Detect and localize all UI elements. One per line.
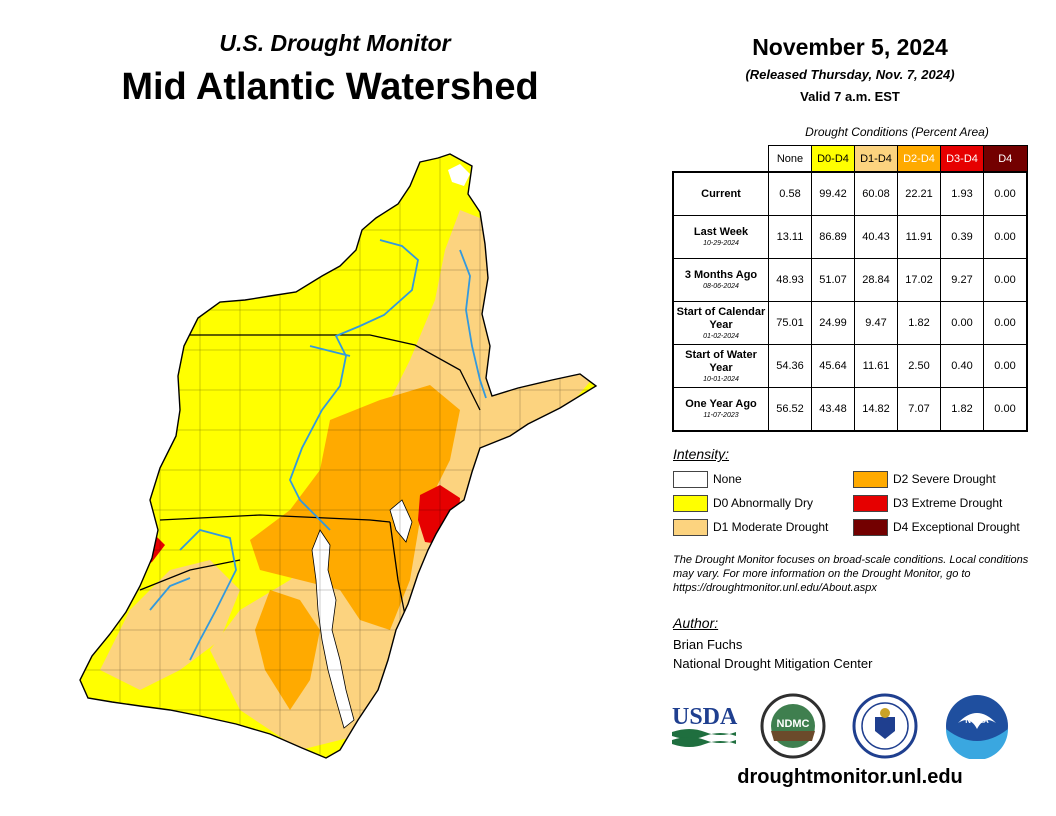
- table-corner: [673, 146, 769, 173]
- table-cell: 9.47: [854, 301, 898, 345]
- legend-item-d2: D2 Severe Drought: [853, 470, 996, 488]
- table-cell: 0.40: [940, 344, 984, 388]
- row-label: One Year Ago 11-07-2023: [672, 387, 769, 432]
- legend-swatch: [853, 494, 888, 512]
- website-link[interactable]: droughtmonitor.unl.edu: [737, 766, 963, 788]
- table-cell: 0.00: [940, 301, 984, 345]
- table-cell: 1.82: [897, 301, 941, 345]
- table-cell: 0.39: [940, 215, 984, 259]
- table-cell: 11.91: [897, 215, 941, 259]
- legend-item-d4: D4 Exceptional Drought: [853, 518, 1020, 536]
- legend-item-d3: D3 Extreme Drought: [853, 494, 1002, 512]
- usda-logo: USDA: [672, 704, 738, 747]
- table-cell: 0.00: [983, 301, 1028, 345]
- row-date: 08-06-2024: [703, 283, 739, 290]
- table-cell: 22.21: [897, 171, 941, 216]
- table-cell: 11.61: [854, 344, 898, 388]
- legend-swatch: [853, 470, 888, 488]
- table-cell: 0.00: [983, 171, 1028, 216]
- table-cell: 0.58: [768, 171, 812, 216]
- table-cell: 14.82: [854, 387, 898, 432]
- map-title: Mid Atlantic Watershed: [121, 66, 539, 108]
- table-cell: 51.07: [811, 258, 855, 302]
- row-label: 3 Months Ago 08-06-2024: [672, 258, 769, 302]
- column-header: D1-D4: [854, 145, 898, 173]
- table-cell: 13.11: [768, 215, 812, 259]
- legend-swatch: [673, 494, 708, 512]
- author-name: Brian Fuchs: [673, 637, 743, 652]
- table-cell: 43.48: [811, 387, 855, 432]
- legend-item-d1: D1 Moderate Drought: [673, 518, 828, 536]
- valid-time: Valid 7 a.m. EST: [800, 89, 900, 104]
- table-cell: 60.08: [854, 171, 898, 216]
- table-cell: 75.01: [768, 301, 812, 345]
- table-row: Last Week 10-29-2024 13.11 86.89 40.43 11…: [672, 215, 1028, 259]
- drought-map: [79, 153, 598, 759]
- author-heading: Author:: [673, 615, 719, 631]
- column-header: None: [768, 145, 812, 173]
- table-cell: 0.00: [983, 215, 1028, 259]
- table-cell: 9.27: [940, 258, 984, 302]
- table-row: Current 0.58 99.42 60.08 22.21 1.93 0.00: [672, 171, 1028, 216]
- legend-item-d0: D0 Abnormally Dry: [673, 494, 813, 512]
- legend-item-none: None: [673, 470, 742, 488]
- table-cell: 24.99: [811, 301, 855, 345]
- row-date: 10-01-2024: [703, 375, 739, 383]
- conditions-caption: Drought Conditions (Percent Area): [805, 125, 989, 139]
- map-date: November 5, 2024: [752, 34, 948, 60]
- release-date: (Released Thursday, Nov. 7, 2024): [745, 67, 955, 82]
- legend-swatch: [673, 470, 708, 488]
- table-row: Start of Calendar Year 01-02-2024 75.01 2…: [672, 301, 1028, 345]
- noaa-logo-text: NOAA: [965, 716, 989, 725]
- row-label: Start of Calendar Year 01-02-2024: [672, 301, 769, 345]
- legend-swatch: [853, 518, 888, 536]
- column-header: D4: [983, 145, 1028, 173]
- table-cell: 56.52: [768, 387, 812, 432]
- column-header: D0-D4: [811, 145, 855, 173]
- table-cell: 7.07: [897, 387, 941, 432]
- intensity-heading: Intensity:: [673, 446, 730, 462]
- drought-conditions-table: None D0-D4 D1-D4 D2-D4 D3-D4 D4 Current …: [672, 145, 1028, 432]
- ndmc-logo: NDMC: [760, 693, 826, 759]
- table-cell: 1.93: [940, 171, 984, 216]
- column-header: D2-D4: [897, 145, 941, 173]
- table-cell: 2.50: [897, 344, 941, 388]
- table-row: Start of Water Year 10-01-2024 54.36 45.6…: [672, 344, 1028, 388]
- author-organization: National Drought Mitigation Center: [673, 656, 873, 671]
- commerce-seal-logo: [852, 693, 918, 759]
- table-row: One Year Ago 11-07-2023 56.52 43.48 14.82…: [672, 387, 1028, 432]
- table-cell: 99.42: [811, 171, 855, 216]
- row-label: Start of Water Year 10-01-2024: [672, 344, 769, 388]
- table-cell: 17.02: [897, 258, 941, 302]
- row-date: 11-07-2023: [703, 412, 739, 419]
- table-cell: 0.00: [983, 258, 1028, 302]
- row-date: 10-29-2024: [703, 240, 739, 247]
- table-cell: 0.00: [983, 387, 1028, 432]
- noaa-logo: NOAA: [946, 695, 1008, 759]
- table-cell: 1.82: [940, 387, 984, 432]
- ndmc-logo-text: NDMC: [777, 718, 810, 730]
- legend-swatch: [673, 518, 708, 536]
- table-cell: 45.64: [811, 344, 855, 388]
- row-label: Last Week 10-29-2024: [672, 215, 769, 259]
- table-cell: 28.84: [854, 258, 898, 302]
- table-cell: 48.93: [768, 258, 812, 302]
- table-cell: 40.43: [854, 215, 898, 259]
- table-cell: 54.36: [768, 344, 812, 388]
- row-date: 01-02-2024: [703, 332, 739, 340]
- table-cell: 86.89: [811, 215, 855, 259]
- map-subtitle: U.S. Drought Monitor: [219, 30, 451, 56]
- table-cell: 0.00: [983, 344, 1028, 388]
- table-row: 3 Months Ago 08-06-2024 48.93 51.07 28.84…: [672, 258, 1028, 302]
- row-label: Current: [672, 171, 769, 216]
- column-header: D3-D4: [940, 145, 984, 173]
- disclaimer-note: The Drought Monitor focuses on broad-sca…: [673, 554, 1029, 594]
- usda-logo-text: USDA: [672, 704, 738, 730]
